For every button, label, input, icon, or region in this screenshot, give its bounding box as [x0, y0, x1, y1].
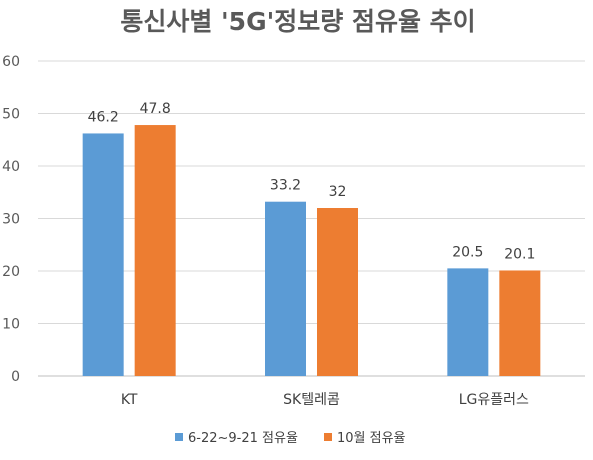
bar	[317, 208, 358, 376]
bar	[134, 125, 176, 376]
gridlines	[38, 60, 585, 377]
bar	[499, 270, 541, 376]
legend: 6-22~9-21 점유율 10월 점유율	[175, 431, 406, 446]
y-tick-label: 30	[2, 212, 20, 228]
x-tick-label: KT	[121, 392, 138, 408]
y-tick-label: 10	[2, 317, 20, 333]
chart-title: 통신사별 '5G'정보량 점유율 추이	[120, 7, 475, 36]
data-label: 32	[329, 184, 347, 200]
data-label: 46.2	[88, 109, 119, 125]
y-axis: 0 10 20 30 40 50 60	[2, 54, 20, 385]
y-tick-label: 50	[2, 107, 20, 123]
bars: 46.2 47.8 33.2 32 20.5 20.1	[82, 101, 541, 376]
x-axis: KT SK텔레콤 LG유플러스	[121, 392, 529, 408]
legend-label: 6-22~9-21 점유율	[188, 431, 298, 446]
y-tick-label: 60	[2, 54, 20, 70]
y-tick-label: 40	[2, 159, 20, 175]
data-label: 20.1	[504, 246, 535, 262]
x-tick-label: LG유플러스	[459, 392, 529, 408]
data-label: 20.5	[452, 244, 483, 260]
bar	[265, 201, 306, 376]
legend-swatch	[324, 433, 332, 441]
legend-label: 10월 점유율	[337, 431, 406, 446]
x-tick-label: SK텔레콤	[283, 392, 340, 408]
y-tick-label: 0	[11, 369, 20, 385]
data-label: 47.8	[140, 101, 171, 117]
data-label: 33.2	[270, 178, 301, 194]
y-tick-label: 20	[2, 264, 20, 280]
bar	[447, 268, 489, 376]
legend-swatch	[175, 433, 183, 441]
bar	[82, 133, 124, 376]
